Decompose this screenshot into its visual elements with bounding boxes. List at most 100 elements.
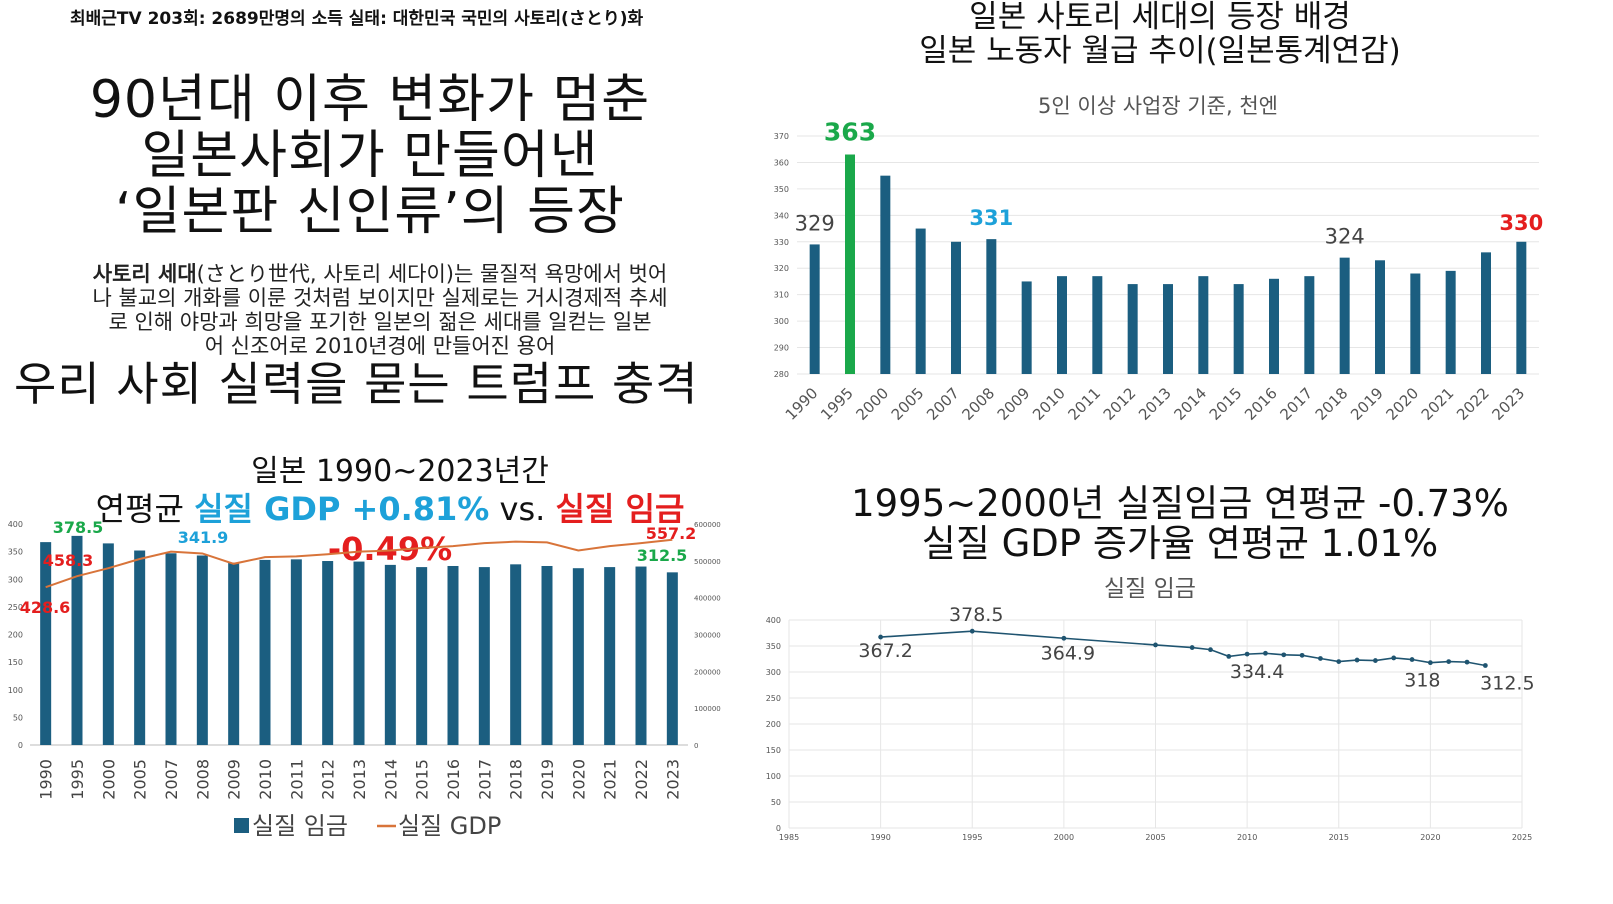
- chart-c-point: [1482, 663, 1488, 668]
- chart-b-bar: [384, 564, 396, 745]
- chart-a-xtick: 2012: [1100, 384, 1140, 424]
- chart-c-data-label: 334.4: [1230, 661, 1284, 683]
- chart-a-ytick: 330: [774, 238, 789, 247]
- chart-c-point: [1427, 660, 1433, 666]
- chart-b-data-label: 378.5: [53, 518, 104, 537]
- chart-a-ytick: 310: [774, 291, 789, 300]
- chart-a-ytick: 290: [774, 344, 789, 353]
- chart-b-ytick: 50: [13, 713, 23, 722]
- chart-b-xtick: 2012: [319, 759, 338, 800]
- chart-c-xtick: 2005: [1145, 833, 1165, 842]
- wage-bar-chart: 5인 이상 사업장 기준, 천엔 280 290 300 310 320 330 340 350…: [774, 94, 1544, 424]
- chart-a-xtick: 1995: [817, 384, 857, 424]
- chart-a-bar: [1516, 241, 1527, 374]
- chart-c-xtick: 1995: [962, 833, 982, 842]
- chart-b-y2tick: 400000: [694, 595, 721, 603]
- chart-b-xtick: 2010: [256, 759, 275, 800]
- chart-c-point: [878, 634, 884, 640]
- chart1-sub-vs: vs.: [489, 490, 556, 528]
- chart-b-xtick: 2016: [444, 759, 463, 800]
- chart-c-xtick: 2015: [1329, 833, 1349, 842]
- chart-b-bar: [478, 567, 490, 745]
- chart-a-xtick: 2010: [1029, 384, 1069, 424]
- chart-b-xtick: 2007: [162, 759, 181, 800]
- chart-b-xtick: 2011: [287, 759, 306, 800]
- chart-c-xtick: 2020: [1420, 833, 1440, 842]
- chart-a-bar: [1021, 281, 1032, 374]
- desc-line-1: (さとり世代, 사토리 세다이)는 물질적 욕망에서 벗어: [196, 262, 668, 286]
- chart1-title: 일본 1990~2023년간: [251, 454, 549, 489]
- chart-b-bar: [322, 561, 334, 745]
- chart-a-xtick: 2009: [994, 384, 1034, 424]
- chart-a-bar: [845, 154, 855, 374]
- chart-b-bar: [40, 542, 52, 745]
- chart-a-xtick: 2023: [1488, 384, 1528, 424]
- chart-c-point: [1208, 647, 1213, 653]
- chart-b-xtick: 2022: [632, 759, 651, 800]
- chart-a-bar: [1375, 260, 1385, 374]
- video-title: 최배근TV 203회: 2689만명의 소득 실태: 대한민국 국민의 사토리(…: [70, 9, 644, 29]
- chart-c-point: [1189, 645, 1195, 650]
- chart-b-ytick: 400: [8, 520, 23, 529]
- chart-c-point: [1281, 652, 1287, 658]
- chart-b-xtick: 2015: [413, 759, 432, 800]
- chart-a-bar: [1445, 270, 1456, 374]
- chart-c-point: [1373, 658, 1378, 663]
- chart-b-ytick: 100: [8, 686, 23, 695]
- wage-line-chart: 실질 임금 0 50 100 150 200 250 300 350 400 1985 1990 199…: [766, 576, 1535, 842]
- chart-a-ytick: 350: [774, 185, 789, 194]
- chart-a-bar: [1269, 278, 1279, 374]
- chart-b-data-label: 428.6: [20, 598, 71, 617]
- chart-b-bar: [635, 566, 647, 745]
- desc-line-2: 나 불교의 개화를 이룬 것처럼 보이지만 실제로는 거시경제적 추세: [92, 286, 668, 310]
- chart-a-xtick: 2021: [1418, 384, 1458, 424]
- chart-b-bar: [447, 565, 459, 745]
- chart-a-data-label: 324: [1325, 225, 1365, 249]
- chart-b-bar: [541, 565, 553, 745]
- chart-b-xtick: 2014: [381, 759, 400, 800]
- trump-shock-line: 우리 사회 실력을 묻는 트럼프 충격: [14, 357, 699, 411]
- chart-a-data-label: 330: [1499, 211, 1543, 235]
- chart-c-ytick: 150: [766, 746, 781, 755]
- right-title-line-2: 일본 노동자 월급 추이(일본통계연감): [919, 33, 1401, 69]
- chart-c-point: [1336, 659, 1342, 664]
- chart-b-ytick: 200: [8, 631, 23, 640]
- wage-gdp-combo-chart: 0 50 100 150 200 250 300 350 400 0 100000 200000 300…: [8, 518, 721, 840]
- chart1-sub-prefix: 연평균: [95, 490, 195, 528]
- chart-c-data-label: 367.2: [858, 640, 912, 662]
- chart-a-ytick: 280: [774, 370, 789, 379]
- chart-a-xtick: 2022: [1453, 384, 1493, 424]
- chart-a-xtick: 2005: [888, 384, 928, 424]
- chart-b-xtick: 2000: [99, 759, 118, 800]
- chart-a-xtick: 2017: [1276, 384, 1316, 424]
- chart-c-data-label: 378.5: [949, 604, 1003, 626]
- chart-a-bar: [1092, 276, 1103, 374]
- chart-b-bar: [71, 535, 83, 745]
- chart-b-y2tick: 100000: [694, 705, 721, 713]
- chart-a-bar: [951, 241, 961, 374]
- chart-b-data-label: 312.5: [637, 546, 688, 565]
- right-title-line-1: 일본 사토리 세대의 등장 배경: [969, 0, 1351, 35]
- chart-b-xtick: 2005: [131, 759, 150, 800]
- satori-description: 사토리 세대(さとり世代, 사토리 세다이)는 물질적 욕망에서 벗어 나 불교…: [30, 262, 730, 358]
- chart-b-legend-swatch-wage: [234, 818, 249, 833]
- chart-c-ytick: 100: [766, 772, 781, 781]
- chart-a-bar: [1339, 257, 1350, 374]
- chart-b-bar: [134, 550, 146, 745]
- chart-b-xtick: 2018: [507, 759, 526, 800]
- chart-b-y2tick: 0: [694, 742, 698, 750]
- chart-b-bar: [604, 567, 616, 745]
- chart-c-xtick: 2025: [1512, 833, 1532, 842]
- chart-b-y2tick: 600000: [694, 521, 721, 529]
- chart-a-data-label: 331: [969, 206, 1013, 230]
- chart-b-bar: [353, 561, 365, 745]
- chart-c-ytick: 0: [776, 824, 781, 833]
- right2-title-line-1: 1995~2000년 실질임금 연평균 -0.73%: [851, 482, 1509, 525]
- chart-a-bar: [1057, 276, 1067, 374]
- chart-c-point: [1446, 659, 1452, 664]
- satori-term: 사토리 세대: [92, 262, 197, 286]
- chart-b-bar: [510, 564, 522, 745]
- chart-b-bar: [416, 567, 428, 745]
- chart-a-xtick: 2019: [1347, 384, 1387, 424]
- chart-a-ytick: 320: [774, 264, 789, 273]
